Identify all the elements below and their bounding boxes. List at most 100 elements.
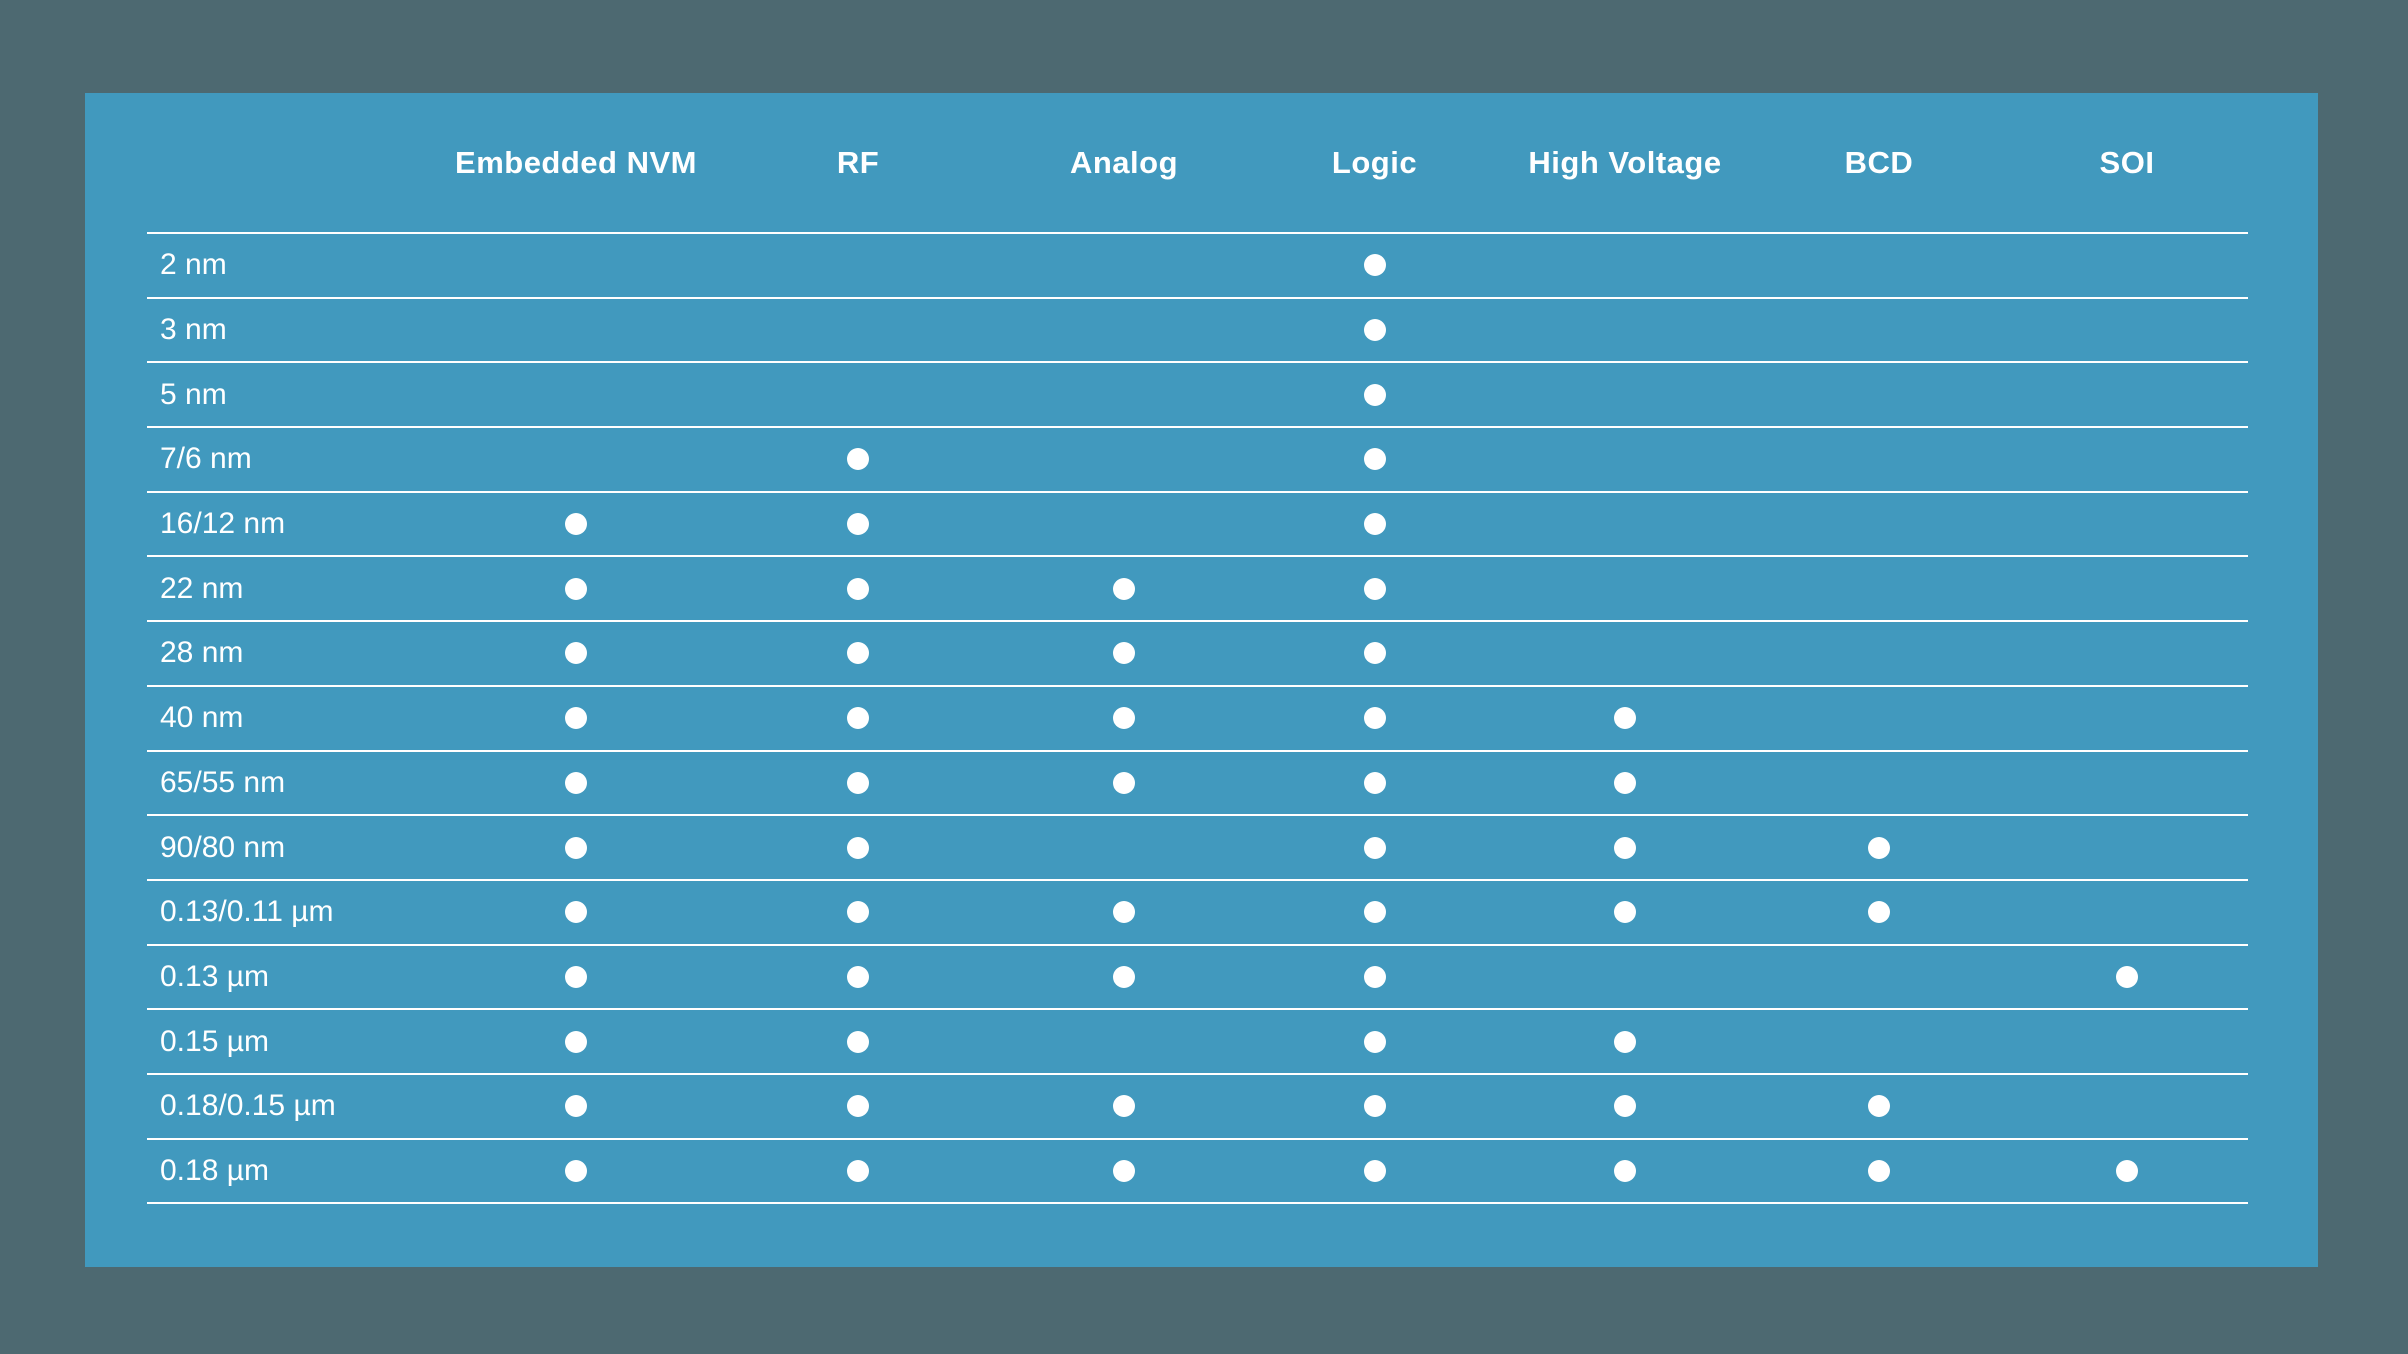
dot-cell	[2006, 362, 2248, 427]
process-node-availability-table: Embedded NVM RF Analog Logic High Voltage BCD…	[147, 93, 2248, 1204]
dot-cell	[997, 621, 1251, 686]
dot-cell	[1752, 556, 2006, 621]
dot-cell	[1752, 686, 2006, 751]
availability-dot-icon	[565, 642, 587, 665]
availability-dot-icon	[1363, 771, 1386, 794]
dot-cell	[1752, 298, 2006, 363]
availability-dot-icon	[1363, 319, 1386, 342]
availability-dot-icon	[847, 642, 869, 665]
dot-cell	[997, 362, 1251, 427]
availability-dot-icon	[847, 707, 869, 730]
availability-dot-icon	[847, 577, 869, 600]
table-row: 65/55 nm	[147, 750, 2248, 816]
row-label: 5 nm	[160, 377, 227, 411]
dot-cell	[997, 427, 1251, 492]
dot-cell	[2006, 556, 2248, 621]
availability-dot-icon	[1868, 1159, 1890, 1182]
dot-cell	[719, 1009, 997, 1074]
corner-cell	[147, 93, 433, 233]
dot-cell	[719, 880, 997, 945]
availability-dot-icon	[565, 771, 587, 794]
dot-cell	[1251, 298, 1498, 363]
row-label: 22 nm	[160, 571, 244, 605]
dot-cell	[1498, 427, 1752, 492]
process-technology-panel: Embedded NVM RF Analog Logic High Voltage BCD…	[85, 93, 2318, 1267]
availability-dot-icon	[847, 836, 869, 859]
availability-dot-icon	[1363, 513, 1386, 536]
availability-dot-icon	[2116, 965, 2138, 988]
dot-cell	[1251, 1139, 1498, 1204]
row-label: 7/6 nm	[160, 442, 252, 476]
dot-cell	[997, 298, 1251, 363]
dot-cell	[2006, 1139, 2248, 1204]
dot-cell	[997, 880, 1251, 945]
dot-cell	[1752, 880, 2006, 945]
column-header-soi: SOI	[2099, 144, 2155, 180]
dot-cell	[719, 556, 997, 621]
dot-cell	[1251, 233, 1498, 298]
table-row: 5 nm	[147, 362, 2248, 427]
row-label: 0.15 µm	[160, 1024, 269, 1058]
dot-cell	[719, 815, 997, 880]
dot-cell	[1498, 556, 1752, 621]
table-row: 0.15 µm	[147, 1009, 2248, 1074]
availability-dot-icon	[1113, 901, 1135, 924]
dot-cell	[2006, 1074, 2248, 1139]
dot-cell	[719, 362, 997, 427]
dot-cell	[1251, 1074, 1498, 1139]
table-row: 22 nm	[147, 556, 2248, 621]
dot-cell	[1498, 880, 1752, 945]
row-label: 28 nm	[160, 636, 244, 670]
table-row: 28 nm	[147, 621, 2248, 686]
availability-dot-icon	[1113, 1095, 1135, 1118]
dot-cell	[719, 751, 997, 816]
availability-dot-icon	[847, 771, 869, 794]
table-row: 3 nm	[147, 297, 2248, 363]
column-header-analog: Analog	[1069, 144, 1179, 180]
table-row: 40 nm	[147, 685, 2248, 751]
dot-cell	[2006, 945, 2248, 1010]
dot-cell	[1251, 1009, 1498, 1074]
table-row: 16/12 nm	[147, 491, 2248, 557]
dot-cell	[2006, 492, 2248, 557]
dot-cell	[997, 1009, 1251, 1074]
dot-cell	[433, 686, 719, 751]
row-label: 3 nm	[160, 313, 227, 347]
dot-cell	[1498, 621, 1752, 686]
availability-dot-icon	[847, 965, 869, 988]
availability-dot-icon	[1363, 1159, 1386, 1182]
dot-cell	[719, 686, 997, 751]
availability-dot-icon	[1113, 642, 1135, 665]
dot-cell	[433, 621, 719, 686]
availability-dot-icon	[1614, 1030, 1636, 1053]
availability-dot-icon	[2116, 1159, 2138, 1182]
dot-cell	[1251, 362, 1498, 427]
dot-cell	[1498, 1139, 1752, 1204]
dot-cell	[719, 621, 997, 686]
availability-dot-icon	[847, 448, 869, 471]
availability-dot-icon	[1363, 577, 1386, 600]
dot-cell	[433, 427, 719, 492]
dot-cell	[433, 945, 719, 1010]
availability-dot-icon	[847, 1159, 869, 1182]
availability-dot-icon	[1614, 836, 1636, 859]
dot-cell	[433, 298, 719, 363]
dot-cell	[1752, 751, 2006, 816]
availability-dot-icon	[1113, 577, 1135, 600]
table-row: 0.18 µm	[147, 1138, 2248, 1204]
dot-cell	[719, 1139, 997, 1204]
dot-cell	[433, 1074, 719, 1139]
dot-cell	[719, 945, 997, 1010]
dot-cell	[1752, 621, 2006, 686]
availability-dot-icon	[1614, 771, 1636, 794]
dot-cell	[2006, 880, 2248, 945]
dot-cell	[433, 556, 719, 621]
availability-dot-icon	[1363, 836, 1386, 859]
availability-dot-icon	[565, 836, 587, 859]
header-row: Embedded NVM RF Analog Logic High Voltage BCD…	[147, 93, 2248, 233]
dot-cell	[1752, 1074, 2006, 1139]
dot-cell	[1752, 1139, 2006, 1204]
dot-cell	[997, 751, 1251, 816]
row-label: 90/80 nm	[160, 830, 286, 864]
row-label: 0.18 µm	[160, 1153, 269, 1187]
